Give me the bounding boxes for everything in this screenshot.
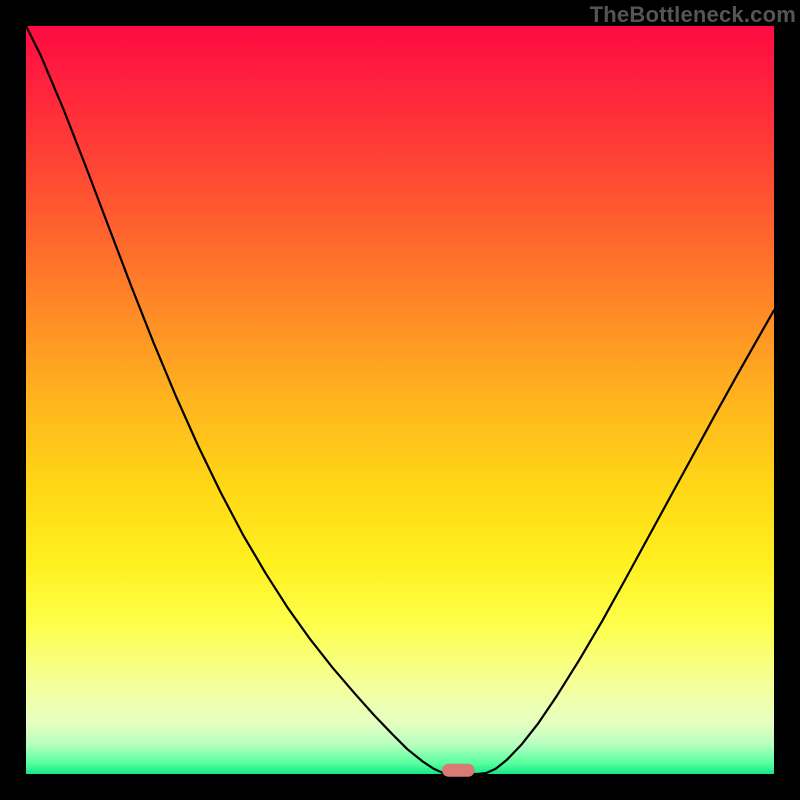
watermark-text: TheBottleneck.com bbox=[590, 0, 800, 28]
chart-container: TheBottleneck.com bbox=[0, 0, 800, 800]
plot-background bbox=[26, 26, 774, 774]
optimal-marker bbox=[443, 764, 474, 776]
bottleneck-chart bbox=[0, 0, 800, 800]
